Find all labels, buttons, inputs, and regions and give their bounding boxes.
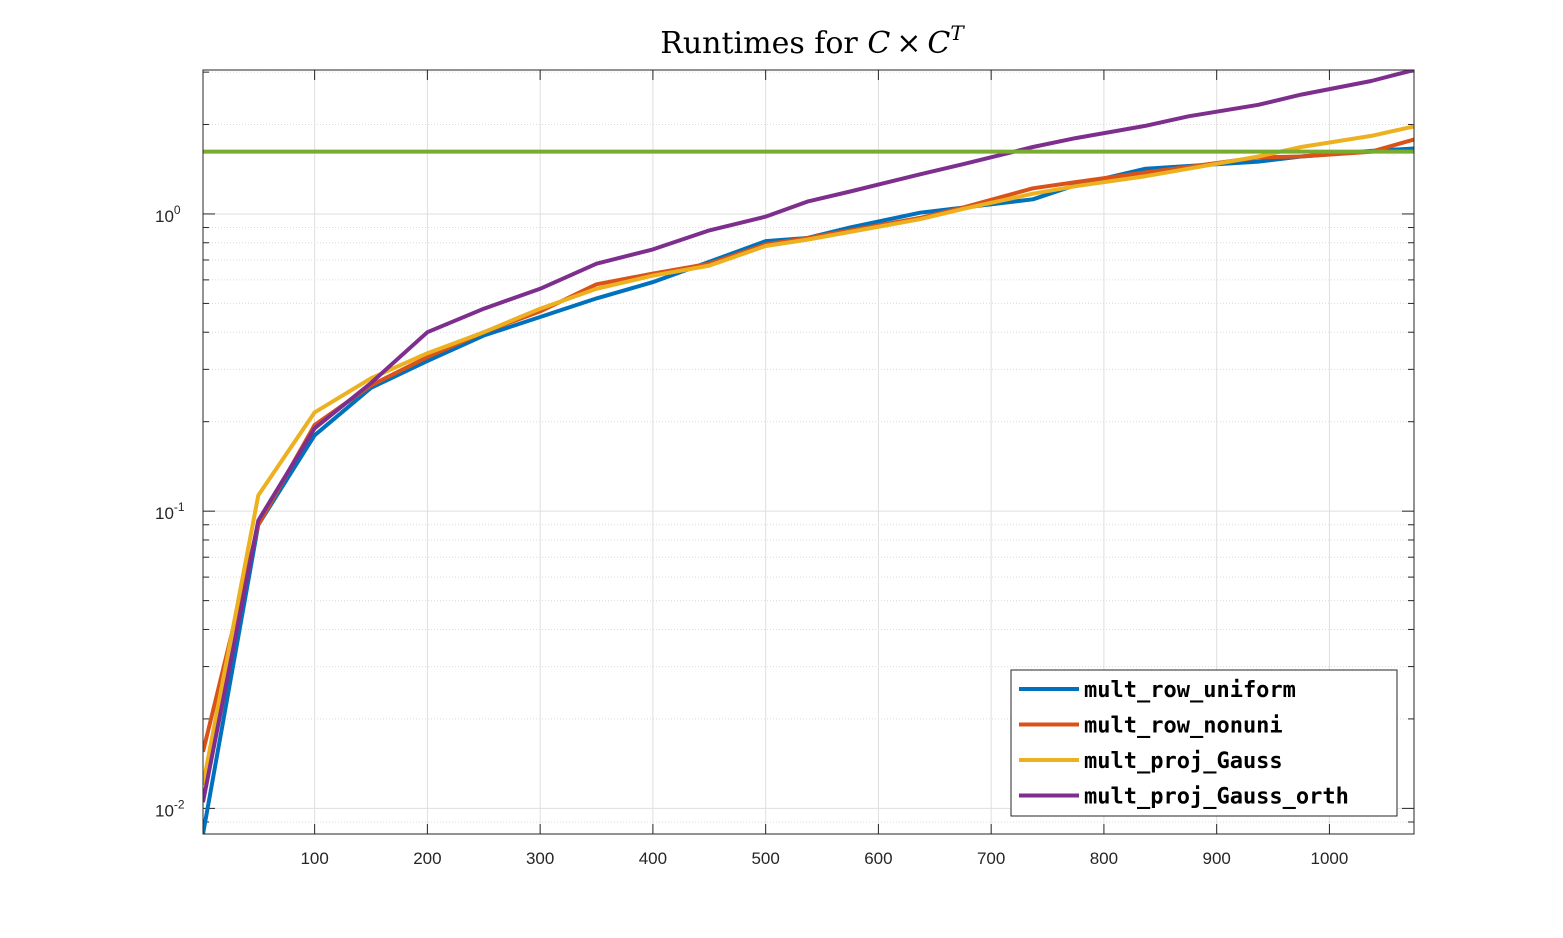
legend-box	[1010, 669, 1398, 817]
chart-title-c2: C	[927, 26, 950, 61]
legend-label: mult_row_uniform	[1084, 678, 1296, 703]
series-line-mult_proj_Gauss_orth	[203, 70, 1414, 803]
x-tick-label: 100	[300, 849, 328, 868]
y-tick-label: 10-2	[155, 797, 185, 820]
tick-layer: 100 200 300 400 500 600 700 800 900 100010-210-11…	[155, 70, 1414, 868]
x-tick-label: 500	[751, 849, 779, 868]
legend-label: mult_proj_Gauss	[1084, 749, 1283, 774]
legend-label: mult_proj_Gauss_orth	[1084, 785, 1349, 810]
x-tick-label: 600	[864, 849, 892, 868]
y-tick-label-base: 10	[155, 801, 174, 820]
y-tick-label-exponent: -2	[174, 797, 185, 811]
axes-box	[202, 69, 1415, 835]
chart-title-prefix: Runtimes for	[660, 26, 867, 61]
x-tick-label: 700	[977, 849, 1005, 868]
series-line-mult_proj_Gauss	[203, 124, 1414, 786]
legend: mult_row_uniform mult_row_nonuni mult_proj…	[1010, 669, 1398, 817]
x-tick-label: 300	[526, 849, 554, 868]
y-tick-label-base: 10	[155, 504, 174, 523]
x-tick-label: 900	[1202, 849, 1230, 868]
y-tick-label: 10-1	[155, 500, 185, 523]
chart-title-superscript: T	[950, 21, 965, 45]
chart-title-times: ×	[896, 26, 921, 61]
chart-title: Runtimes for C × CT	[660, 21, 965, 61]
y-tick-label-exponent: 0	[174, 203, 181, 217]
x-tick-label: 1000	[1311, 849, 1349, 868]
x-tick-label: 200	[413, 849, 441, 868]
y-tick-label-base: 10	[155, 207, 174, 226]
x-tick-label: 800	[1090, 849, 1118, 868]
y-tick-label: 100	[155, 203, 181, 226]
grid-layer	[203, 70, 1414, 834]
series-layer	[203, 70, 1414, 834]
x-tick-label: 400	[639, 849, 667, 868]
legend-label: mult_row_nonuni	[1084, 714, 1283, 739]
y-tick-label-exponent: -1	[174, 500, 185, 514]
chart-title-c1: C	[867, 26, 890, 61]
